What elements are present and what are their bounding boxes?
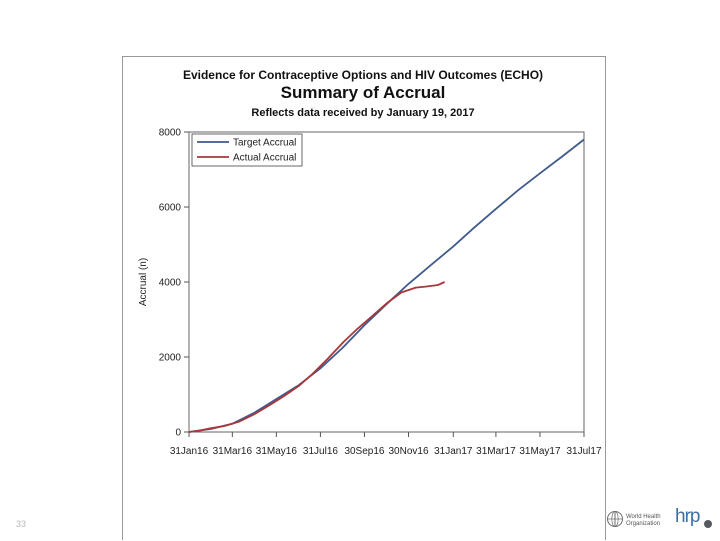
series-line-actual [188, 281, 445, 433]
hrp-dot-icon [704, 520, 712, 528]
who-logo: World Health Organization [606, 508, 672, 532]
chart-subtitle: Summary of Accrual [281, 83, 446, 102]
x-tick-label: 30Nov16 [389, 446, 429, 457]
hrp-logo: hrp [675, 506, 715, 534]
x-tick-label: 31Jul16 [303, 446, 338, 457]
legend-label-target: Target Accrual [233, 138, 296, 149]
y-axis: 0 2000 4000 6000 8000 [159, 128, 189, 439]
chart-title: Evidence for Contraceptive Options and H… [183, 68, 543, 82]
y-tick-label: 2000 [159, 353, 182, 364]
who-name-line2: Organization [626, 521, 661, 527]
series-line-target [188, 138, 585, 433]
legend-label-actual: Actual Accrual [233, 153, 296, 164]
legend-box [191, 133, 303, 167]
x-axis: 31Jan16 31Mar16 31May16 31Jul16 30Sep16 30Nov… [170, 432, 602, 457]
x-tick-label: 31Mar16 [213, 446, 253, 457]
x-tick-label: 31Jul17 [566, 446, 601, 457]
x-tick-label: 31May16 [256, 446, 298, 457]
hrp-wordmark: hrp [675, 506, 700, 527]
who-emblem-icon [607, 511, 623, 527]
x-tick-label: 31May17 [519, 446, 561, 457]
x-tick-label: 31Jan17 [434, 446, 473, 457]
y-axis-label: Accrual (n) [138, 258, 149, 306]
x-tick-label: 31Jan16 [170, 446, 209, 457]
plot-area [188, 131, 585, 433]
series-layer [188, 138, 585, 433]
y-tick-label: 0 [175, 428, 181, 439]
chart-note: Reflects data received by January 19, 20… [251, 107, 474, 119]
y-tick-label: 8000 [159, 128, 182, 139]
x-tick-label: 30Sep16 [344, 446, 384, 457]
y-tick-label: 4000 [159, 278, 182, 289]
chart-frame: Evidence for Contraceptive Options and H… [122, 56, 606, 540]
legend: Target Accrual Actual Accrual [191, 133, 303, 167]
x-tick-label: 31Mar17 [476, 446, 516, 457]
slide-number: 33 [16, 519, 27, 529]
who-name-line1: World Health [626, 514, 661, 520]
accrual-chart: Evidence for Contraceptive Options and H… [138, 68, 602, 457]
y-tick-label: 6000 [159, 203, 182, 214]
